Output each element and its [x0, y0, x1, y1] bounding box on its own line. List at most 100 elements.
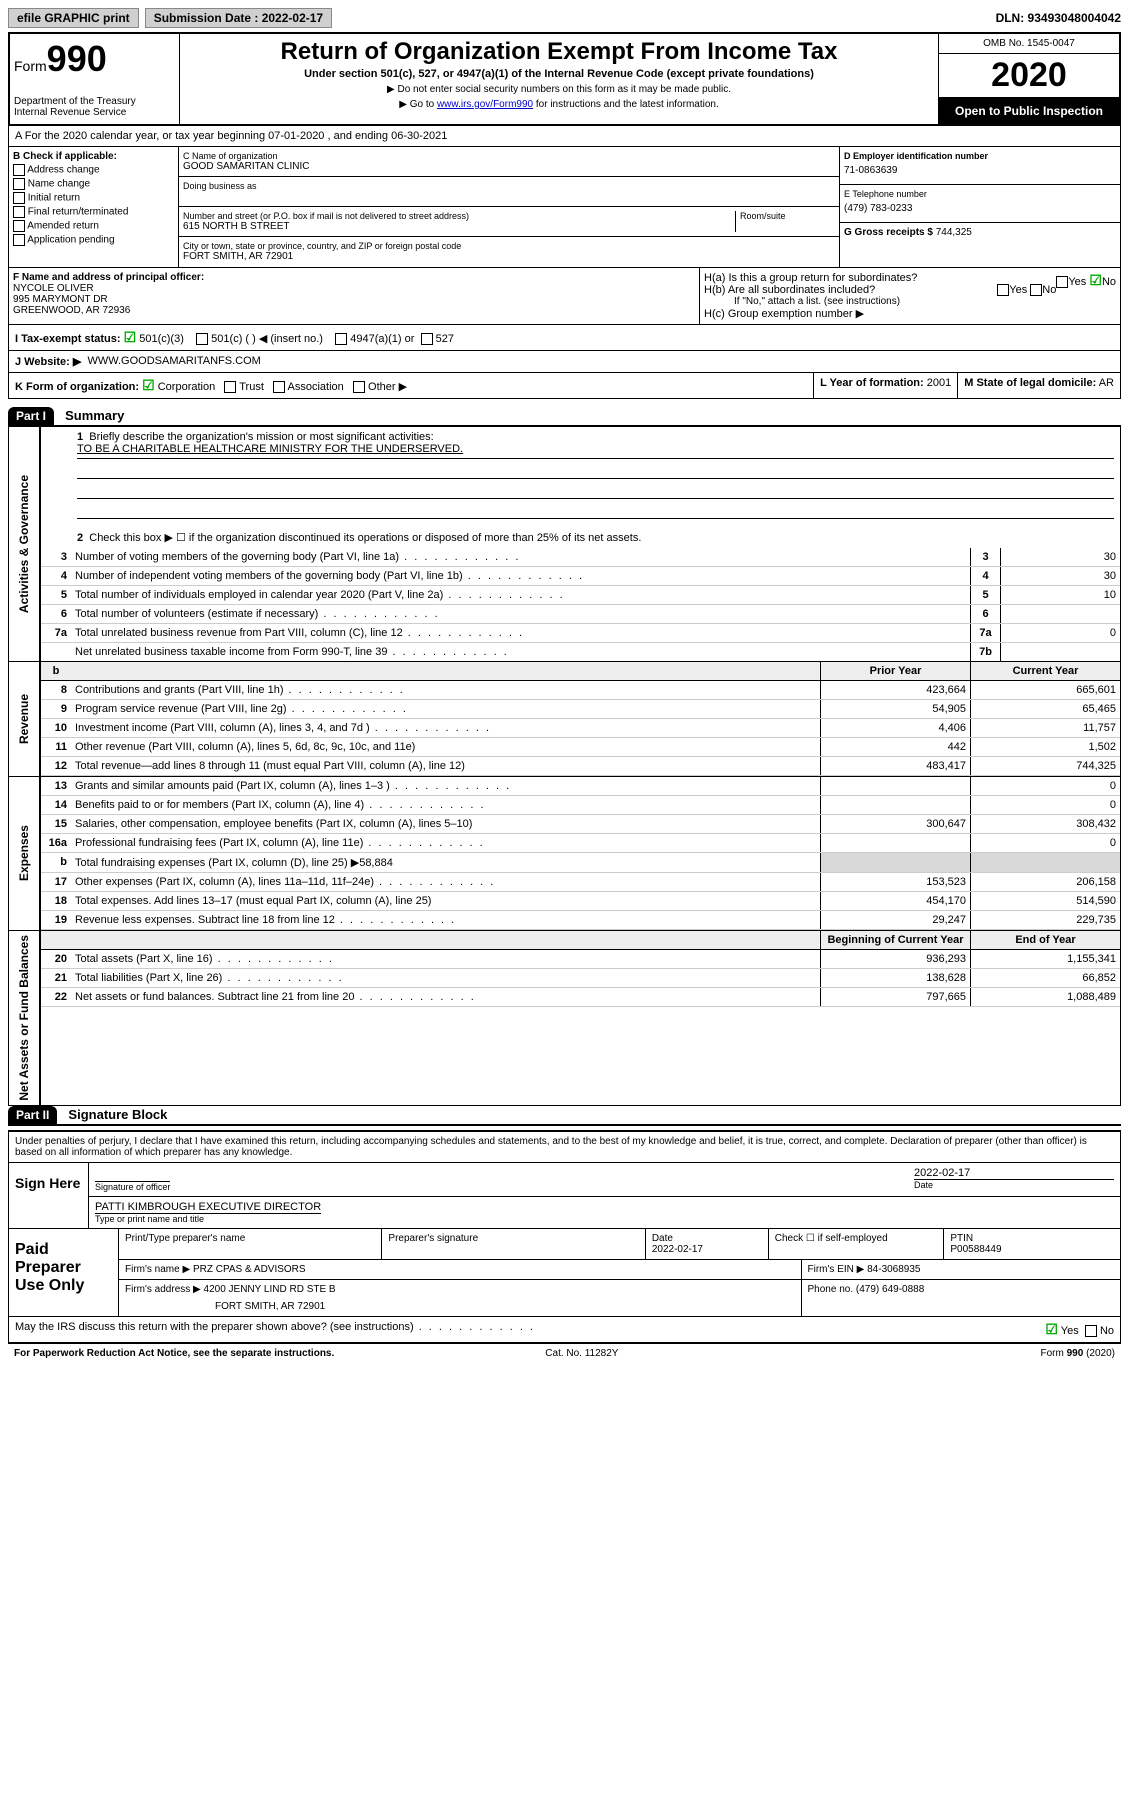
- form-header: Form990 Department of the Treasury Inter…: [8, 32, 1121, 126]
- c-dba-label: Doing business as: [183, 181, 835, 191]
- c-city: FORT SMITH, AR 72901: [183, 251, 835, 262]
- declaration-text: Under penalties of perjury, I declare th…: [9, 1132, 1120, 1163]
- m-state: AR: [1099, 377, 1114, 389]
- part2-header: Part II: [8, 1106, 57, 1124]
- block-bcdefg: B Check if applicable: Address change Na…: [8, 147, 1121, 268]
- sig-officer-label: Signature of officer: [95, 1181, 170, 1192]
- c-room-label: Room/suite: [735, 211, 835, 232]
- website-url: WWW.GOODSAMARITANFS.COM: [87, 355, 260, 368]
- hb-note: If "No," attach a list. (see instruction…: [704, 296, 1116, 307]
- c-address: 615 NORTH B STREET: [183, 221, 735, 232]
- line2-label: Check this box ▶ ☐ if the organization d…: [89, 532, 641, 544]
- b-amended-return[interactable]: Amended return: [13, 220, 174, 232]
- b-name-change[interactable]: Name change: [13, 178, 174, 190]
- col-current-year: Current Year: [970, 662, 1120, 680]
- line7b-label: Net unrelated business taxable income fr…: [71, 643, 970, 661]
- hb-label: H(b) Are all subordinates included? Yes …: [704, 284, 1116, 296]
- officer-name-title: PATTI KIMBROUGH EXECUTIVE DIRECTOR: [95, 1201, 321, 1213]
- signature-block: Under penalties of perjury, I declare th…: [8, 1130, 1121, 1229]
- discuss-row: May the IRS discuss this return with the…: [8, 1317, 1121, 1343]
- top-bar: efile GRAPHIC print Submission Date : 20…: [8, 8, 1121, 28]
- g-gross-val: 744,325: [936, 227, 972, 238]
- f-addr1: 995 MARYMONT DR: [13, 294, 695, 305]
- mission-text: TO BE A CHARITABLE HEALTHCARE MINISTRY F…: [77, 443, 1114, 459]
- omb-number: OMB No. 1545-0047: [939, 34, 1119, 54]
- col-eoy: End of Year: [970, 931, 1120, 949]
- name-title-label: Type or print name and title: [95, 1213, 321, 1224]
- f-label: F Name and address of principal officer:: [13, 272, 695, 283]
- hc-label: H(c) Group exemption number ▶: [704, 307, 1116, 320]
- side-net-assets: Net Assets or Fund Balances: [13, 931, 35, 1105]
- row-j-website: J Website: ▶ WWW.GOODSAMARITANFS.COM: [8, 351, 1121, 373]
- sig-date-label: Date: [914, 1179, 1114, 1190]
- sign-here-label: Sign Here: [9, 1163, 89, 1228]
- b-label: B Check if applicable:: [13, 151, 174, 162]
- e-phone-label: E Telephone number: [844, 189, 1116, 199]
- g-gross-label: G Gross receipts $: [844, 227, 933, 238]
- form-note-2: ▶ Go to www.irs.gov/Form990 for instruct…: [184, 99, 934, 110]
- line7b-val: [1000, 643, 1120, 661]
- firm-name: PRZ CPAS & ADVISORS: [193, 1264, 306, 1275]
- section-net-assets: Net Assets or Fund Balances Beginning of…: [8, 931, 1121, 1106]
- line5-val: 10: [1000, 586, 1120, 604]
- row-a-tax-year: A For the 2020 calendar year, or tax yea…: [8, 126, 1121, 147]
- side-governance: Activities & Governance: [13, 471, 35, 617]
- f-name: NYCOLE OLIVER: [13, 283, 695, 294]
- line6-val: [1000, 605, 1120, 623]
- firm-phone: (479) 649-0888: [856, 1284, 924, 1295]
- form-title: Return of Organization Exempt From Incom…: [184, 38, 934, 66]
- form990-link[interactable]: www.irs.gov/Form990: [437, 99, 533, 110]
- page-footer: For Paperwork Reduction Act Notice, see …: [8, 1343, 1121, 1363]
- f-addr2: GREENWOOD, AR 72936: [13, 305, 695, 316]
- section-expenses: Expenses 13Grants and similar amounts pa…: [8, 777, 1121, 931]
- form-number: Form990: [14, 38, 175, 80]
- ha-label: H(a) Is this a group return for subordin…: [704, 272, 1116, 284]
- line7a-val: 0: [1000, 624, 1120, 642]
- firm-addr1: 4200 JENNY LIND RD STE B: [204, 1284, 336, 1295]
- line7a-label: Total unrelated business revenue from Pa…: [71, 624, 970, 642]
- row-klm: K Form of organization: ☑ Corporation Tr…: [8, 373, 1121, 399]
- d-ein-label: D Employer identification number: [844, 151, 1116, 161]
- c-addr-label: Number and street (or P.O. box if mail i…: [183, 211, 735, 221]
- line4-label: Number of independent voting members of …: [71, 567, 970, 585]
- sig-date-val: 2022-02-17: [914, 1167, 1114, 1179]
- footer-left: For Paperwork Reduction Act Notice, see …: [14, 1348, 334, 1359]
- b-final-return[interactable]: Final return/terminated: [13, 206, 174, 218]
- c-city-label: City or town, state or province, country…: [183, 241, 835, 251]
- open-to-public: Open to Public Inspection: [939, 98, 1119, 124]
- l-year: 2001: [927, 377, 951, 389]
- c-name-label: C Name of organization: [183, 151, 835, 161]
- d-ein: 71-0863639: [844, 161, 1116, 180]
- b-address-change[interactable]: Address change: [13, 164, 174, 176]
- department-label: Department of the Treasury Internal Reve…: [14, 96, 175, 118]
- col-boy: Beginning of Current Year: [820, 931, 970, 949]
- dln-label: DLN: 93493048004042: [996, 11, 1121, 25]
- footer-cat: Cat. No. 11282Y: [545, 1348, 618, 1359]
- submission-date-button[interactable]: Submission Date : 2022-02-17: [145, 8, 332, 28]
- efile-button[interactable]: efile GRAPHIC print: [8, 8, 139, 28]
- e-phone: (479) 783-0233: [844, 199, 1116, 218]
- side-expenses: Expenses: [13, 821, 35, 885]
- tax-year: 2020: [939, 54, 1119, 98]
- b-application-pending[interactable]: Application pending: [13, 234, 174, 246]
- firm-addr2: FORT SMITH, AR 72901: [125, 1295, 795, 1312]
- line4-val: 30: [1000, 567, 1120, 585]
- line6-label: Total number of volunteers (estimate if …: [71, 605, 970, 623]
- block-fh: F Name and address of principal officer:…: [8, 268, 1121, 325]
- b-initial-return[interactable]: Initial return: [13, 192, 174, 204]
- col-prior-year: Prior Year: [820, 662, 970, 680]
- form-subtitle: Under section 501(c), 527, or 4947(a)(1)…: [184, 68, 934, 80]
- line3-label: Number of voting members of the governin…: [71, 548, 970, 566]
- line3-val: 30: [1000, 548, 1120, 566]
- part2-title: Signature Block: [68, 1107, 167, 1122]
- line1-label: Briefly describe the organization's miss…: [89, 431, 433, 443]
- side-revenue: Revenue: [13, 690, 35, 748]
- ptin-val: P00588449: [950, 1244, 1114, 1255]
- part1-header: Part I: [8, 407, 54, 425]
- line5-label: Total number of individuals employed in …: [71, 586, 970, 604]
- preparer-label: Paid Preparer Use Only: [9, 1229, 119, 1316]
- firm-ein: 84-3068935: [867, 1264, 920, 1275]
- row-i-tax-status: I Tax-exempt status: ☑ 501(c)(3) 501(c) …: [8, 325, 1121, 351]
- form-note-1: ▶ Do not enter social security numbers o…: [184, 84, 934, 95]
- preparer-block: Paid Preparer Use Only Print/Type prepar…: [8, 1229, 1121, 1317]
